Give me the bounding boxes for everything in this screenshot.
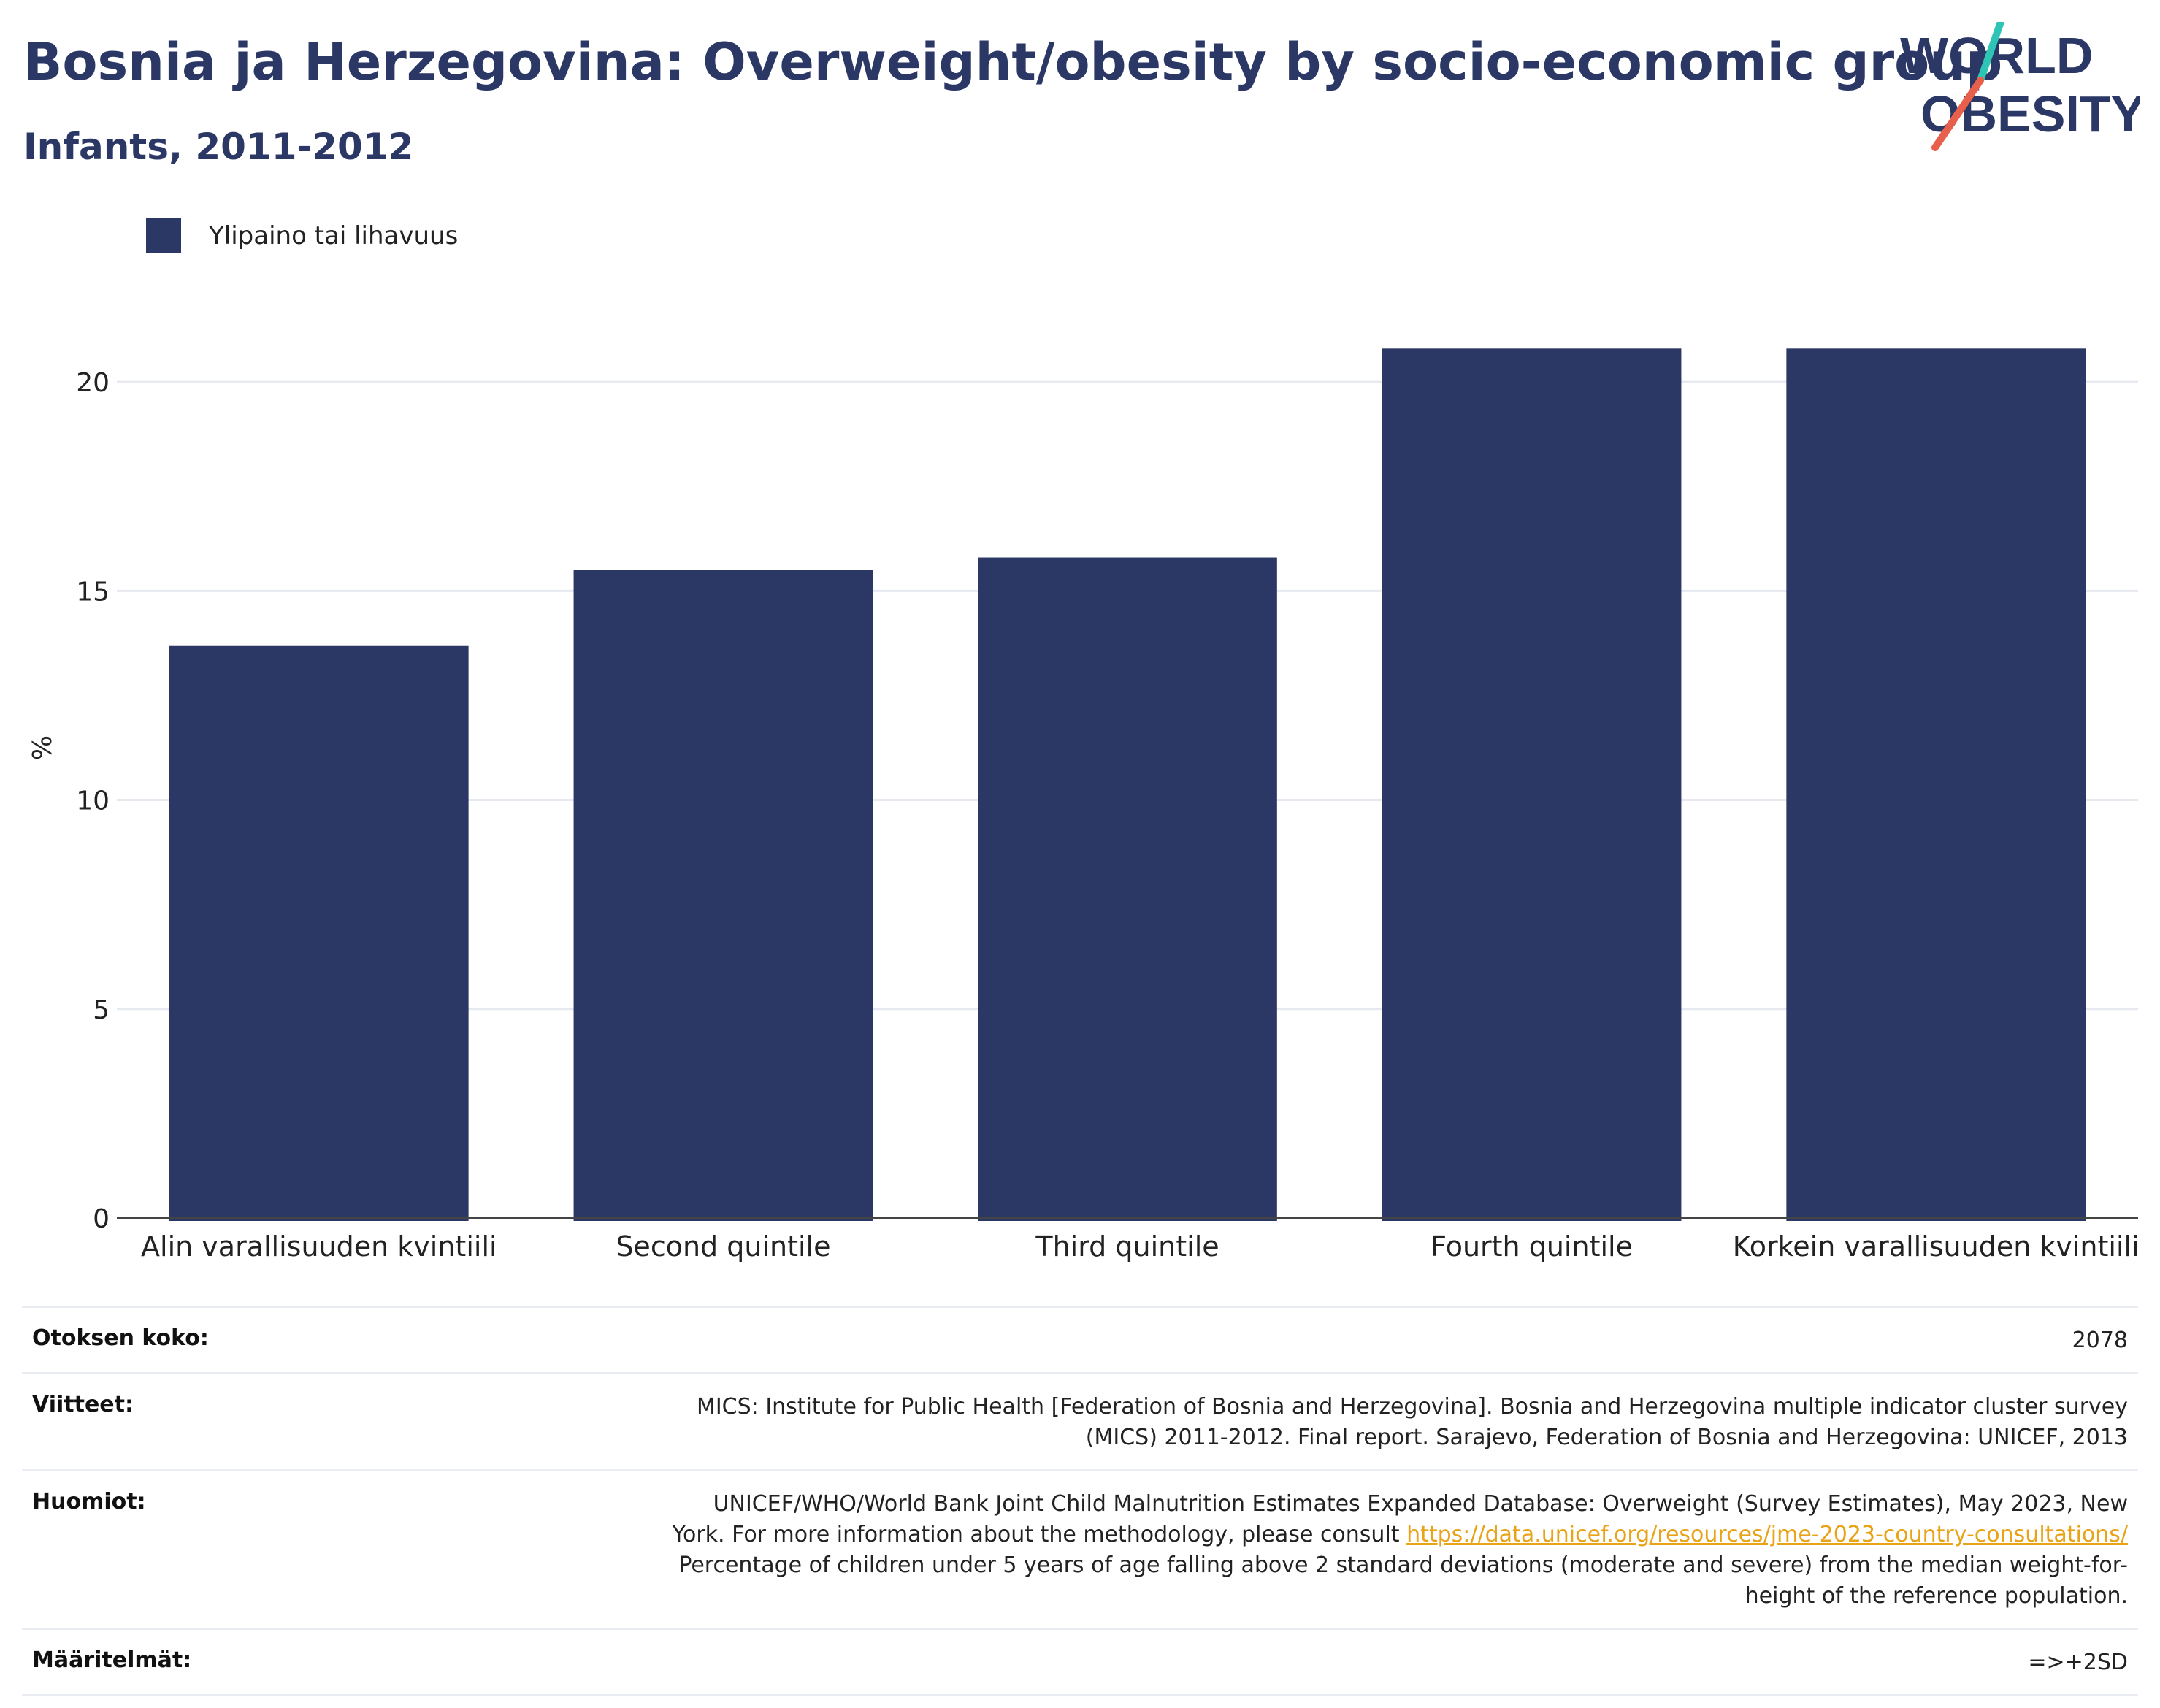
x-category-label: Fourth quintile (1431, 1230, 1633, 1263)
info-row-notes: Huomiot: UNICEF/WHO/World Bank Joint Chi… (22, 1469, 2138, 1628)
bar[interactable] (1382, 348, 1682, 1221)
references-line-2: (MICS) 2011-2012. Final report. Sarajevo… (1085, 1425, 2128, 1450)
y-axis-title: % (28, 735, 58, 760)
chart-info-table: Otoksen koko: 2078 Viitteet: MICS: Insti… (22, 1306, 2138, 1696)
bars (169, 348, 2086, 1221)
y-tick-label: 20 (76, 368, 110, 398)
logo-slash-red (1931, 77, 1984, 151)
references-value: MICS: Institute for Public Health [Feder… (697, 1392, 2128, 1453)
sample-size-label: Otoksen koko: (32, 1325, 209, 1351)
chart-title: Bosnia ja Herzegovina: Overweight/obesit… (23, 32, 2003, 92)
bar[interactable] (978, 557, 1277, 1221)
legend-swatch (146, 218, 181, 253)
bar-chart: 0 5 10 15 20 Alin varallisuuden kvintiili Sec… (28, 348, 2140, 1263)
legend-label: Ylipaino tai lihavuus (209, 221, 459, 250)
bar[interactable] (573, 570, 873, 1221)
y-tick-label: 15 (76, 577, 110, 607)
x-category-label: Third quintile (1035, 1230, 1219, 1263)
y-axis-ticks: 0 5 10 15 20 (76, 368, 110, 1234)
info-row-definitions: Määritelmät: =>+2SD (22, 1628, 2138, 1696)
references-label: Viitteet: (32, 1392, 134, 1417)
info-row-references: Viitteet: MICS: Institute for Public Hea… (22, 1372, 2138, 1469)
notes-line-4: height of the reference population. (1745, 1583, 2128, 1609)
x-category-label: Alin varallisuuden kvintiili (141, 1230, 497, 1263)
x-axis-categories: Alin varallisuuden kvintiili Second quint… (141, 1230, 2140, 1263)
logo-slash-teal (1977, 22, 2004, 84)
y-tick-label: 0 (93, 1204, 110, 1234)
bar[interactable] (1786, 348, 2086, 1221)
definitions-label: Määritelmät: (32, 1647, 192, 1673)
x-category-label: Korkein varallisuuden kvintiili (1733, 1230, 2140, 1263)
notes-line-3: Percentage of children under 5 years of … (678, 1552, 2128, 1578)
notes-line-2: York. For more information about the met… (673, 1520, 2128, 1550)
notes-line-2-text: York. For more information about the met… (672, 1522, 1407, 1547)
methodology-link[interactable]: https://data.unicef.org/resources/jme-20… (1406, 1522, 2128, 1547)
y-tick-label: 5 (93, 995, 110, 1025)
chart-subtitle: Infants, 2011-2012 (23, 126, 414, 168)
info-row-sample-size: Otoksen koko: 2078 (22, 1306, 2138, 1372)
notes-label: Huomiot: (32, 1489, 146, 1514)
x-category-label: Second quintile (616, 1230, 830, 1263)
bar[interactable] (169, 645, 469, 1221)
notes-line-1: UNICEF/WHO/World Bank Joint Child Malnut… (713, 1491, 2128, 1517)
legend[interactable]: Ylipaino tai lihavuus (146, 216, 458, 256)
definitions-value: =>+2SD (2028, 1650, 2128, 1675)
references-line-1: MICS: Institute for Public Health [Feder… (696, 1394, 2128, 1420)
world-obesity-logo: WORLD OBESITY (1900, 22, 2140, 151)
y-tick-label: 10 (76, 786, 110, 816)
notes-value: UNICEF/WHO/World Bank Joint Child Malnut… (673, 1489, 2128, 1612)
sample-size-value: 2078 (2072, 1328, 2128, 1353)
